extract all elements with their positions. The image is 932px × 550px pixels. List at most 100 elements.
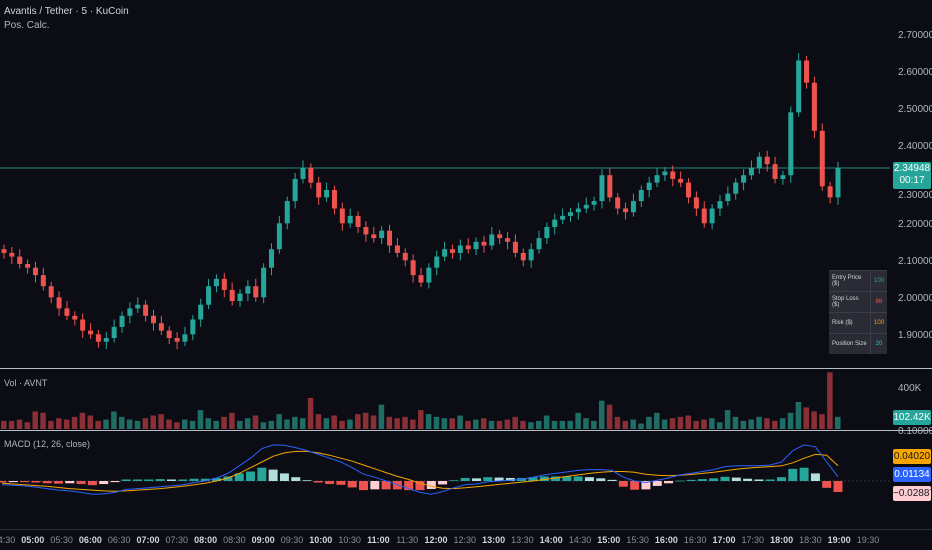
candle-body xyxy=(426,267,432,283)
volume-bar xyxy=(189,420,196,429)
volume-bar xyxy=(614,416,621,429)
volume-bar xyxy=(378,404,385,429)
candle-body xyxy=(481,241,487,246)
candle-body xyxy=(497,234,503,239)
macd-histogram-bar xyxy=(618,481,628,487)
macd-histogram-bar xyxy=(178,479,188,481)
candle-body xyxy=(827,186,833,198)
volume-bar xyxy=(520,420,526,429)
macd-histogram-bar xyxy=(144,479,154,481)
candle-body xyxy=(772,164,778,179)
volume-label[interactable]: Vol · AVNT xyxy=(4,378,48,388)
time-tick: 12:00 xyxy=(424,535,448,545)
price-tick: 2.60000 xyxy=(898,67,932,78)
volume-bar xyxy=(787,412,794,429)
candle-body xyxy=(292,178,298,202)
candle-body xyxy=(40,275,46,287)
macd-histogram-bar xyxy=(822,481,832,488)
macd-histogram-bar xyxy=(121,479,131,481)
volume-bar xyxy=(709,418,715,429)
volume-bar xyxy=(591,420,597,429)
volume-bar xyxy=(756,416,762,429)
calc-row-stop-loss: Stop Loss ($) 86 xyxy=(829,291,887,313)
candle-body xyxy=(25,264,31,268)
volume-bar xyxy=(528,422,534,429)
calc-label: Stop Loss ($) xyxy=(829,291,871,313)
volume-bar xyxy=(630,419,636,429)
candle-body xyxy=(229,289,235,302)
macd-chart[interactable] xyxy=(0,431,890,529)
volume-bar xyxy=(779,418,786,429)
price-tick: 2.40000 xyxy=(898,141,932,152)
time-tick: 07:30 xyxy=(165,535,189,545)
macd-histogram-bar xyxy=(573,476,583,481)
macd-histogram-bar xyxy=(607,479,617,481)
volume-bar xyxy=(181,419,188,429)
calc-row-entry: Entry Price ($) 100 xyxy=(829,270,887,292)
time-tick: 08:30 xyxy=(223,535,246,545)
price-tick: 2.70000 xyxy=(898,30,932,41)
pane-separator[interactable] xyxy=(0,430,932,431)
volume-bar xyxy=(79,412,86,429)
candle-body xyxy=(536,238,542,250)
volume-bar xyxy=(229,412,235,429)
macd-line-tag: 0.01134 xyxy=(893,467,931,482)
volume-bar xyxy=(457,415,463,429)
macd-histogram-bar xyxy=(246,471,256,481)
candle-body xyxy=(213,278,219,287)
volume-chart[interactable] xyxy=(0,369,890,429)
volume-bar xyxy=(543,415,550,429)
time-tick: 06:00 xyxy=(78,535,102,545)
candle-body xyxy=(206,286,212,305)
volume-bar xyxy=(331,415,337,429)
calc-row-position-size: Position Size 20 xyxy=(829,333,887,354)
calc-value: 20 xyxy=(869,333,887,354)
macd-histogram-bar xyxy=(754,479,764,481)
candle-body xyxy=(654,175,660,183)
candle-body xyxy=(544,227,550,239)
candle-body xyxy=(17,256,23,265)
macd-histogram-bar xyxy=(234,473,244,481)
macd-histogram-bar xyxy=(777,477,787,481)
time-tick: 10:30 xyxy=(338,535,361,545)
volume-bar xyxy=(536,420,542,429)
time-tick: 14:30 xyxy=(568,535,592,545)
calc-value: 86 xyxy=(869,291,887,313)
candle-body xyxy=(166,330,172,339)
macd-label[interactable]: MACD (12, 26, close) xyxy=(4,439,91,449)
macd-histogram-bar xyxy=(31,481,41,483)
volume-bar xyxy=(32,411,38,429)
macd-histogram-bar xyxy=(630,481,640,490)
volume-bar xyxy=(307,397,314,429)
candle-body xyxy=(1,249,7,253)
calc-value: 100 xyxy=(869,312,887,334)
volume-bar xyxy=(299,418,306,429)
macd-histogram-bar xyxy=(347,481,357,488)
macd-histogram-bar xyxy=(799,467,809,481)
macd-histogram-bar xyxy=(0,481,7,483)
macd-histogram-bar xyxy=(810,473,820,481)
symbol-title[interactable]: Avantis / Tether · 5 · KuCoin xyxy=(4,6,129,17)
candle-body xyxy=(630,201,636,213)
calc-label: Entry Price ($) xyxy=(829,270,871,292)
candle-body xyxy=(505,238,511,242)
macd-histogram-bar xyxy=(438,481,448,485)
volume-bar xyxy=(480,418,487,429)
volume-bar xyxy=(276,414,282,429)
candle-body xyxy=(331,190,337,209)
indicator-label[interactable]: Pos. Calc. xyxy=(4,20,50,31)
candle-body xyxy=(95,334,101,342)
macd-histogram-bar xyxy=(200,478,210,481)
macd-histogram-bar xyxy=(505,477,515,481)
volume-bar xyxy=(95,420,101,429)
volume-bar xyxy=(119,416,125,429)
time-tick: 06:30 xyxy=(107,535,131,545)
price-chart[interactable] xyxy=(0,0,890,368)
time-tick: 05:00 xyxy=(21,535,45,545)
candle-body xyxy=(64,308,70,316)
pane-separator[interactable] xyxy=(0,368,932,369)
macd-histogram-bar xyxy=(833,481,843,493)
candle-body xyxy=(709,208,715,224)
macd-histogram-bar xyxy=(709,478,719,481)
macd-histogram-bar xyxy=(370,481,380,490)
